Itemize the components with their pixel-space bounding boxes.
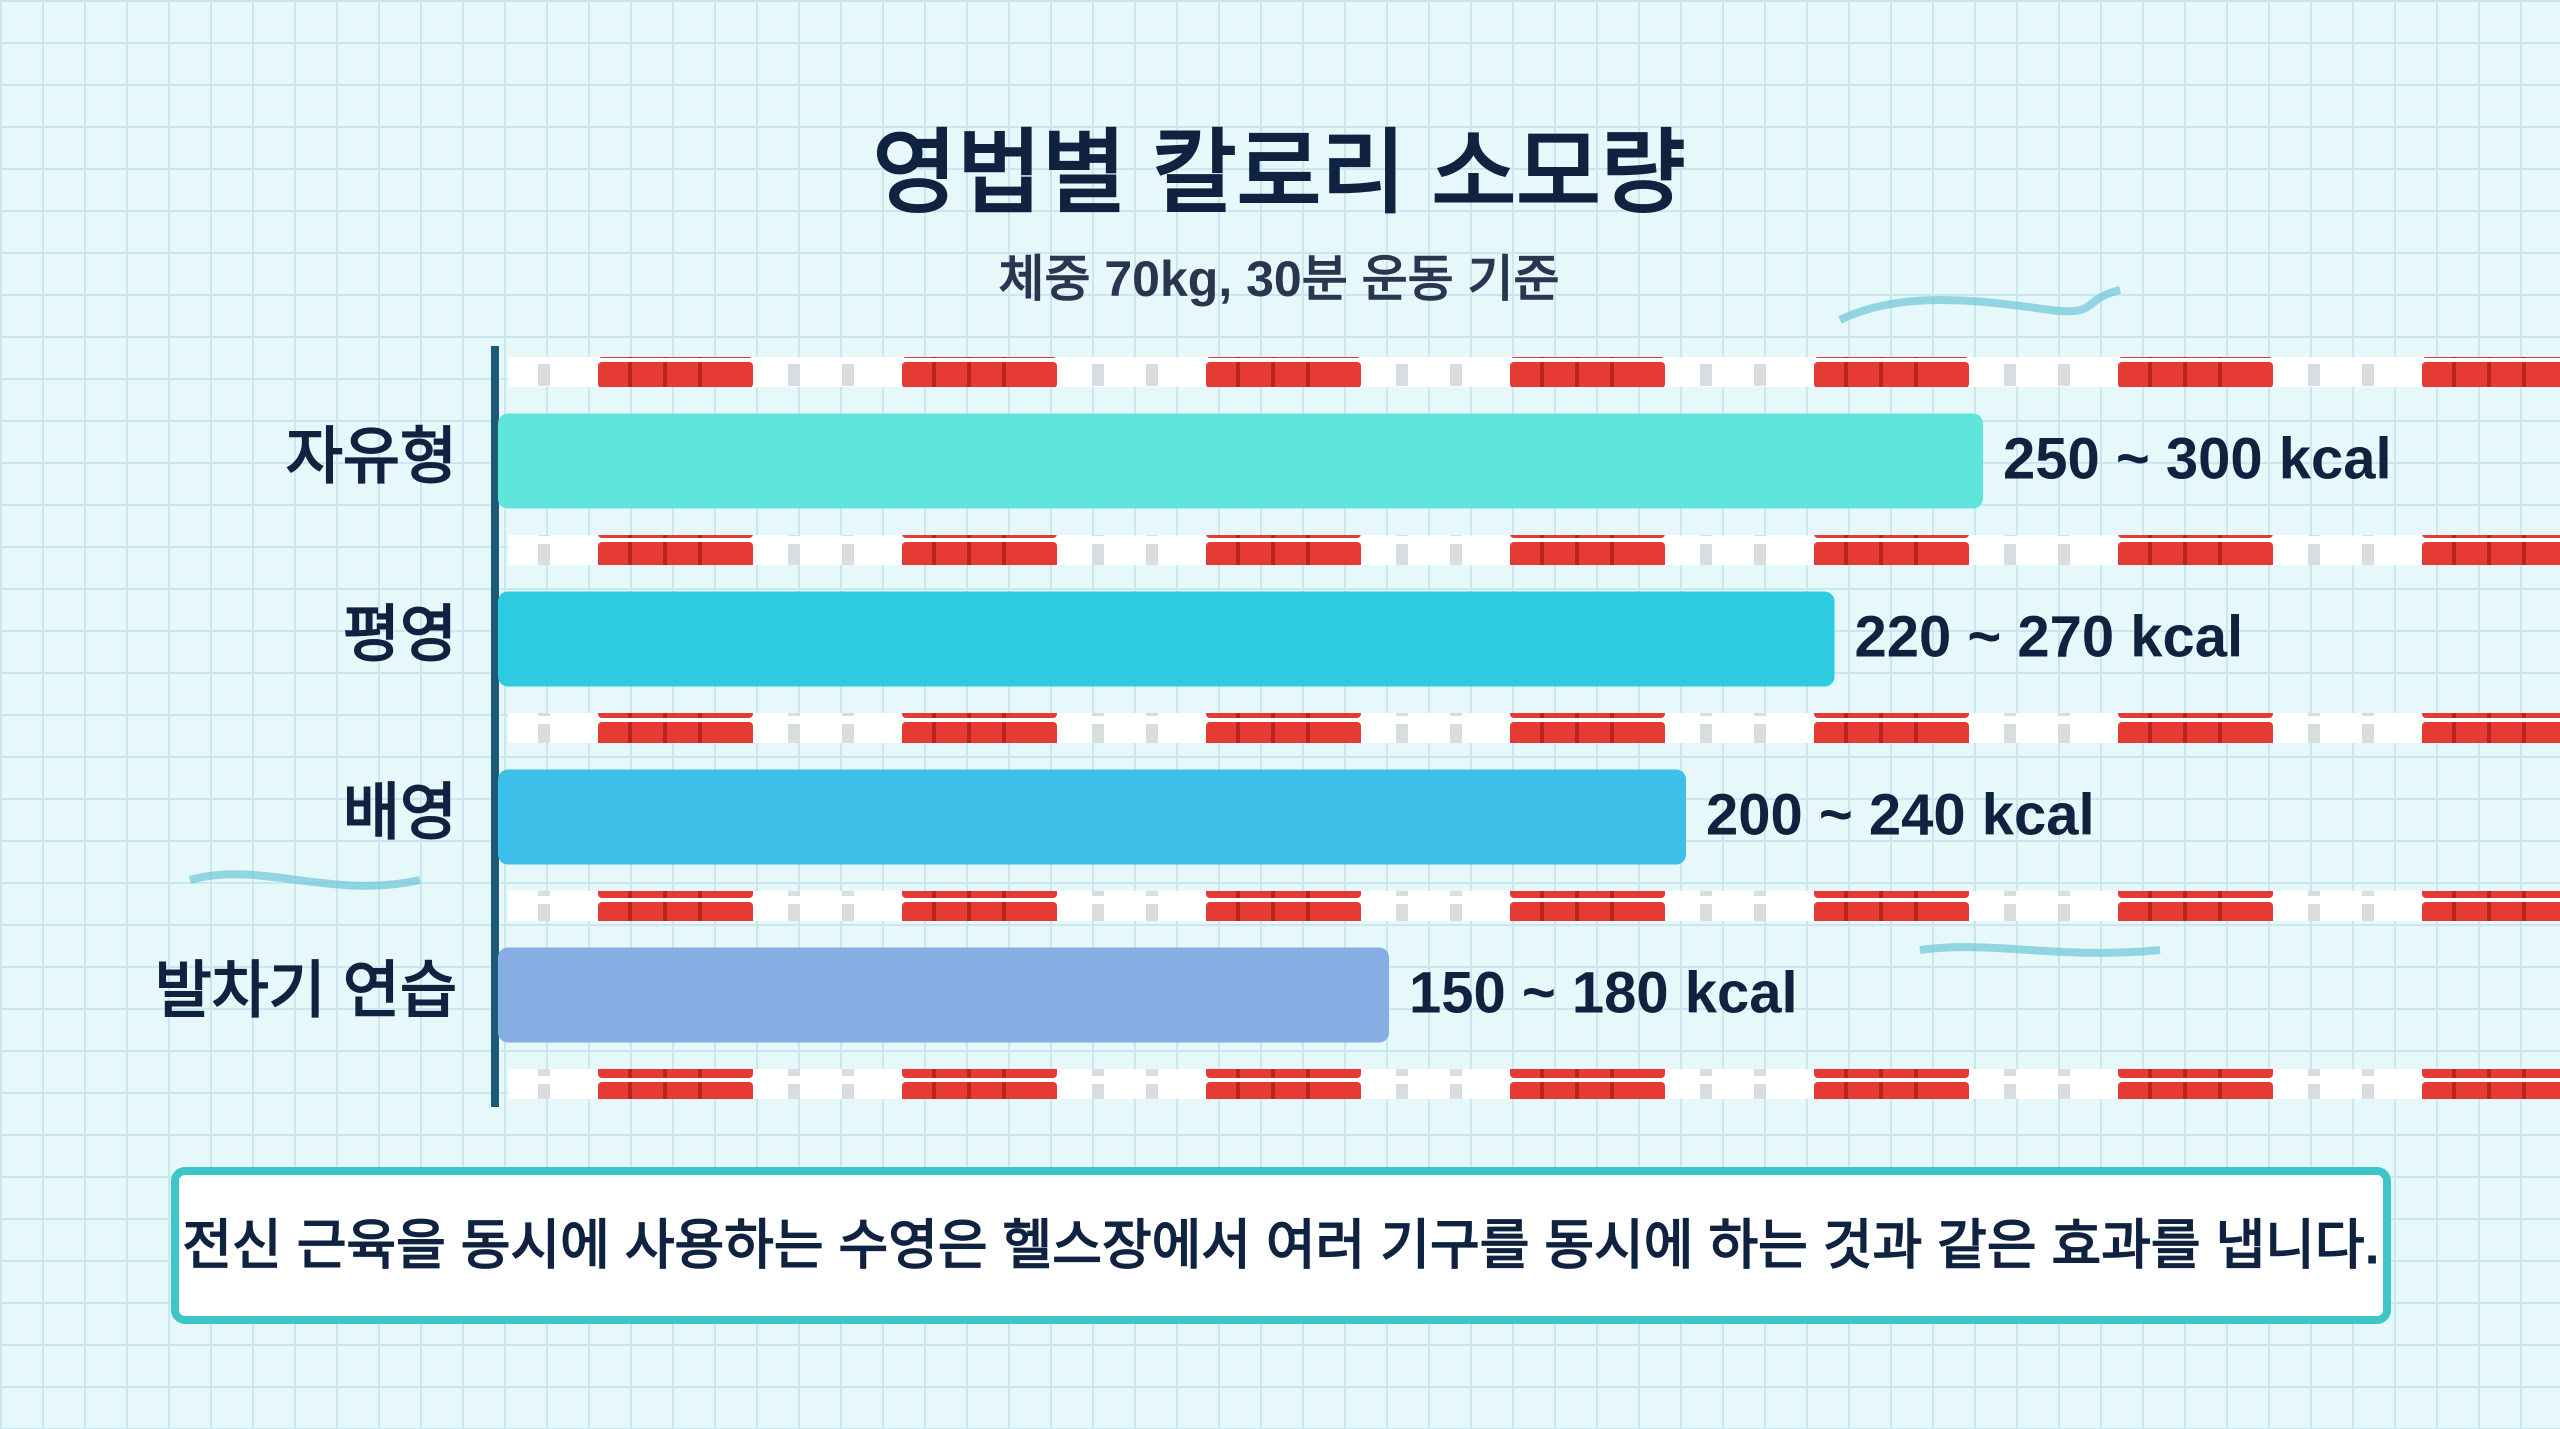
chart-title: 영법별 칼로리 소모량 xyxy=(873,122,1686,224)
lane-rope xyxy=(508,713,2560,743)
bar xyxy=(498,947,1389,1043)
value-label: 150 ~ 180 kcal xyxy=(1409,960,1798,1025)
bar xyxy=(498,413,1983,509)
wave xyxy=(1919,943,2161,957)
category-label: 자유형 xyxy=(286,422,457,491)
value-label: 250 ~ 300 kcal xyxy=(2003,426,2392,491)
bar xyxy=(498,769,1686,865)
wave xyxy=(188,870,421,890)
lane-rope xyxy=(508,1069,2560,1099)
wave xyxy=(1838,286,2122,324)
category-label: 배영 xyxy=(343,778,457,847)
annotation: 전신 근육을 동시에 사용하는 수영은 헬스장에서 여러 기구를 동시에 하는 … xyxy=(182,1215,2379,1275)
note-box xyxy=(171,1167,2391,1324)
chart-subtitle: 체중 70kg, 30분 운동 기준 xyxy=(998,251,1559,307)
lane-rope xyxy=(508,357,2560,387)
lane-rope xyxy=(508,891,2560,921)
lane-rope xyxy=(508,535,2560,565)
category-label: 발차기 연습 xyxy=(155,956,457,1025)
bar xyxy=(498,591,1835,687)
category-label: 평영 xyxy=(343,600,457,669)
value-label: 200 ~ 240 kcal xyxy=(1706,782,2095,847)
value-label: 220 ~ 270 kcal xyxy=(1855,604,2244,669)
